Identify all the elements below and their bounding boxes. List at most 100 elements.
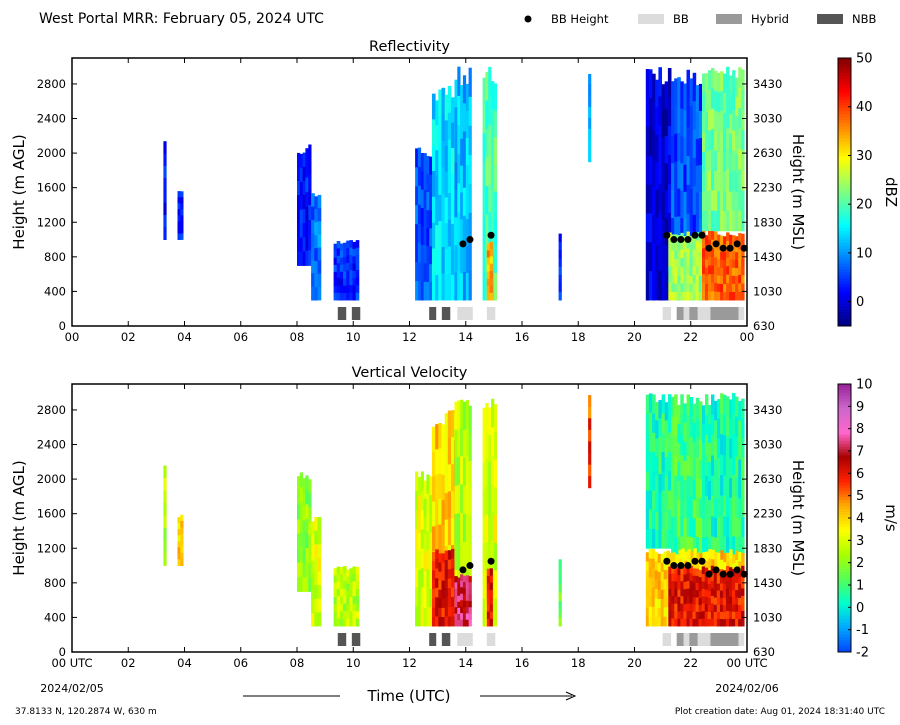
echo-cell bbox=[299, 561, 303, 577]
echo-cell bbox=[713, 604, 718, 613]
echo-cell bbox=[719, 597, 724, 606]
echo-cell bbox=[438, 617, 442, 627]
echo-cell bbox=[702, 73, 706, 94]
echo-cell bbox=[655, 530, 659, 549]
echo-cell bbox=[696, 552, 700, 563]
echo-cell bbox=[493, 164, 498, 193]
echo-cell bbox=[738, 400, 742, 421]
echo-cell bbox=[314, 235, 318, 249]
echo-cell bbox=[666, 550, 670, 561]
echo-cell bbox=[705, 455, 709, 476]
echo-cell bbox=[454, 107, 458, 136]
echo-cell bbox=[429, 264, 433, 283]
echo-cell bbox=[654, 598, 659, 608]
echo-cell bbox=[648, 567, 653, 578]
echo-cell bbox=[177, 203, 181, 210]
echo-cell bbox=[420, 171, 424, 191]
echo-cell bbox=[488, 66, 492, 97]
echo-cell bbox=[686, 257, 690, 267]
echo-cell bbox=[717, 191, 721, 212]
echo-cell bbox=[692, 575, 696, 584]
echo-cell bbox=[701, 588, 706, 597]
echo-cell bbox=[648, 451, 653, 472]
echo-cell bbox=[451, 616, 455, 627]
colorbar-tick-label: 30 bbox=[856, 149, 873, 164]
echo-cell bbox=[454, 79, 458, 108]
echo-cell bbox=[349, 597, 353, 605]
colorbar-step bbox=[838, 99, 851, 103]
echo-cell bbox=[735, 436, 739, 458]
echo-cell bbox=[454, 217, 458, 246]
echo-cell bbox=[355, 277, 360, 286]
echo-cell bbox=[415, 490, 419, 511]
bb-type-bar bbox=[429, 307, 437, 320]
colorbar-step bbox=[838, 610, 851, 614]
echo-cell bbox=[657, 608, 662, 618]
echo-cell bbox=[482, 272, 486, 301]
echo-cell bbox=[311, 286, 315, 301]
echo-cell bbox=[711, 231, 715, 241]
echo-cell bbox=[491, 398, 495, 428]
echo-cell bbox=[738, 87, 742, 109]
echo-cell bbox=[738, 233, 742, 242]
echo-cell bbox=[680, 266, 684, 276]
legend-bb-height-marker bbox=[524, 15, 532, 23]
colorbar-step bbox=[838, 574, 851, 578]
echo-cell bbox=[661, 509, 666, 530]
echo-cell bbox=[482, 516, 486, 545]
echo-cell bbox=[438, 273, 442, 301]
y-axis-label: Height (m AGL) bbox=[10, 460, 28, 575]
echo-cell bbox=[671, 218, 675, 246]
echo-cell bbox=[432, 119, 436, 146]
bb-type-bar bbox=[457, 307, 473, 320]
echo-cell bbox=[311, 246, 315, 261]
echo-cell bbox=[180, 552, 184, 560]
echo-cell bbox=[720, 495, 724, 517]
echo-cell bbox=[714, 130, 718, 152]
echo-cell bbox=[689, 477, 694, 498]
echo-cell bbox=[714, 110, 718, 132]
echo-cell bbox=[305, 533, 309, 549]
echo-cell bbox=[680, 108, 684, 137]
echo-cell bbox=[704, 575, 709, 583]
echo-cell bbox=[714, 248, 718, 258]
colorbar-step bbox=[838, 613, 851, 617]
echo-cell bbox=[346, 277, 350, 286]
echo-cell bbox=[420, 548, 424, 569]
echo-cell bbox=[671, 275, 675, 284]
echo-cell bbox=[457, 513, 461, 542]
echo-cell bbox=[420, 529, 424, 550]
colorbar-step bbox=[838, 165, 851, 169]
echo-cell bbox=[671, 283, 675, 293]
echo-cell bbox=[457, 428, 461, 458]
echo-cell bbox=[668, 618, 672, 627]
echo-cell bbox=[732, 130, 736, 151]
echo-cell bbox=[308, 250, 312, 266]
echo-cell bbox=[482, 161, 486, 190]
echo-cell bbox=[177, 197, 181, 204]
echo-cell bbox=[336, 603, 341, 612]
echo-cell bbox=[305, 518, 309, 534]
echo-cell bbox=[664, 108, 669, 137]
echo-cell bbox=[438, 142, 442, 169]
echo-cell bbox=[493, 137, 498, 166]
echo-cell bbox=[680, 475, 684, 497]
echo-cell bbox=[447, 273, 452, 301]
echo-cell bbox=[297, 505, 301, 520]
echo-cell bbox=[177, 535, 181, 542]
echo-cell bbox=[438, 589, 442, 600]
echo-cell bbox=[741, 588, 745, 597]
echo-cell bbox=[658, 474, 662, 493]
echo-cell bbox=[349, 262, 353, 271]
echo-cell bbox=[705, 560, 709, 571]
echo-cell bbox=[432, 526, 436, 552]
echo-cell bbox=[735, 536, 739, 558]
echo-cell bbox=[163, 478, 167, 491]
echo-cell bbox=[698, 498, 703, 519]
echo-cell bbox=[705, 73, 709, 94]
colorbar-step bbox=[838, 568, 851, 572]
echo-cell bbox=[349, 575, 353, 584]
echo-cell bbox=[339, 567, 344, 575]
echo-cell bbox=[683, 537, 687, 558]
echo-cell bbox=[717, 438, 721, 459]
